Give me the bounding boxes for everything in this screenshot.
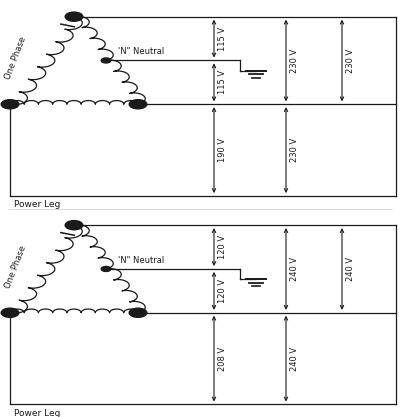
Circle shape [129,308,147,317]
Text: Power Leg: Power Leg [14,409,60,417]
Text: 115 V: 115 V [218,70,227,94]
Circle shape [65,221,83,230]
Circle shape [129,100,147,109]
Circle shape [101,266,111,271]
Text: 'N" Neutral: 'N" Neutral [118,47,164,56]
Text: One Phase: One Phase [4,244,28,289]
Text: 230 V: 230 V [290,48,299,73]
Text: 230 V: 230 V [346,48,355,73]
Circle shape [101,58,111,63]
Text: 'N" Neutral: 'N" Neutral [118,256,164,265]
Text: 120 V: 120 V [218,279,227,303]
Text: One Phase: One Phase [4,36,28,81]
Text: 240 V: 240 V [346,257,355,281]
Text: 120 V: 120 V [218,235,227,259]
Circle shape [65,12,83,21]
Text: 115 V: 115 V [218,27,227,50]
Circle shape [1,100,19,109]
Text: 208 V: 208 V [218,347,227,371]
Text: Power Leg: Power Leg [14,200,60,209]
Circle shape [1,308,19,317]
Text: 230 V: 230 V [290,138,299,162]
Text: 240 V: 240 V [290,257,299,281]
Text: 240 V: 240 V [290,347,299,371]
Text: 190 V: 190 V [218,138,227,162]
